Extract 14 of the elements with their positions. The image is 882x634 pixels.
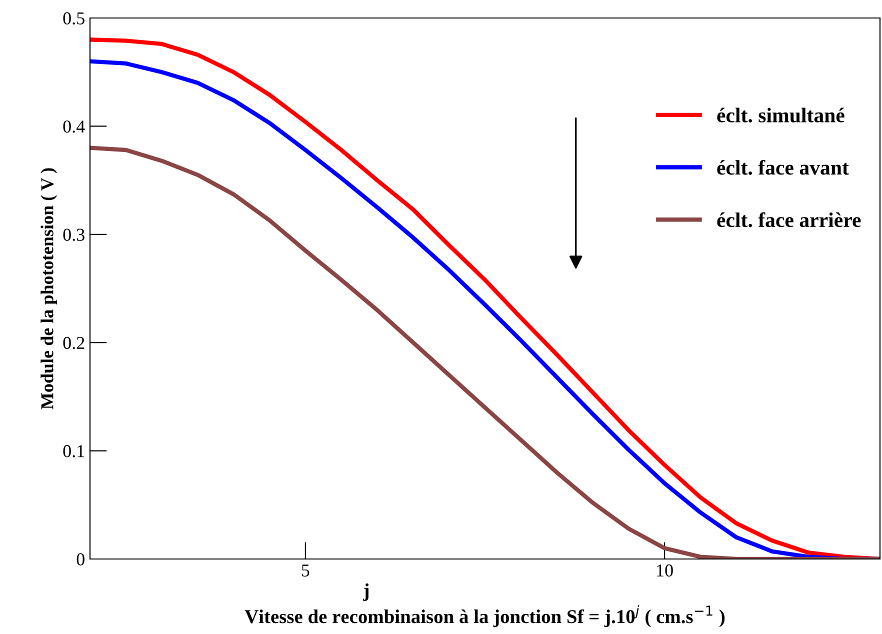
- text: j: [363, 583, 369, 601]
- y-axis-title: Module de la phototension ( V ): [40, 168, 58, 410]
- legend-label: éclt. face arrière: [717, 212, 861, 228]
- y-tick-label: 0.2: [63, 336, 84, 350]
- y-tick-label: 0: [76, 553, 84, 566]
- y-tick-label: 0.4: [63, 120, 85, 133]
- legend-label: éclt. simultané: [717, 108, 844, 122]
- x-tick-label: 10: [657, 564, 673, 577]
- x-axis-title: Vitesse de recombinaison à la jonction Sf = j.10$^{j}$ ( cm.s$^{−1}$ ): [244, 605, 725, 628]
- x-tick-label: 5: [302, 564, 310, 577]
- legend-label: éclt. face avant: [717, 160, 849, 175]
- y-tick-label: 0.5: [63, 12, 84, 25]
- y-tick-label: 0.1: [63, 445, 84, 458]
- y-tick-label: 0.3: [63, 228, 84, 241]
